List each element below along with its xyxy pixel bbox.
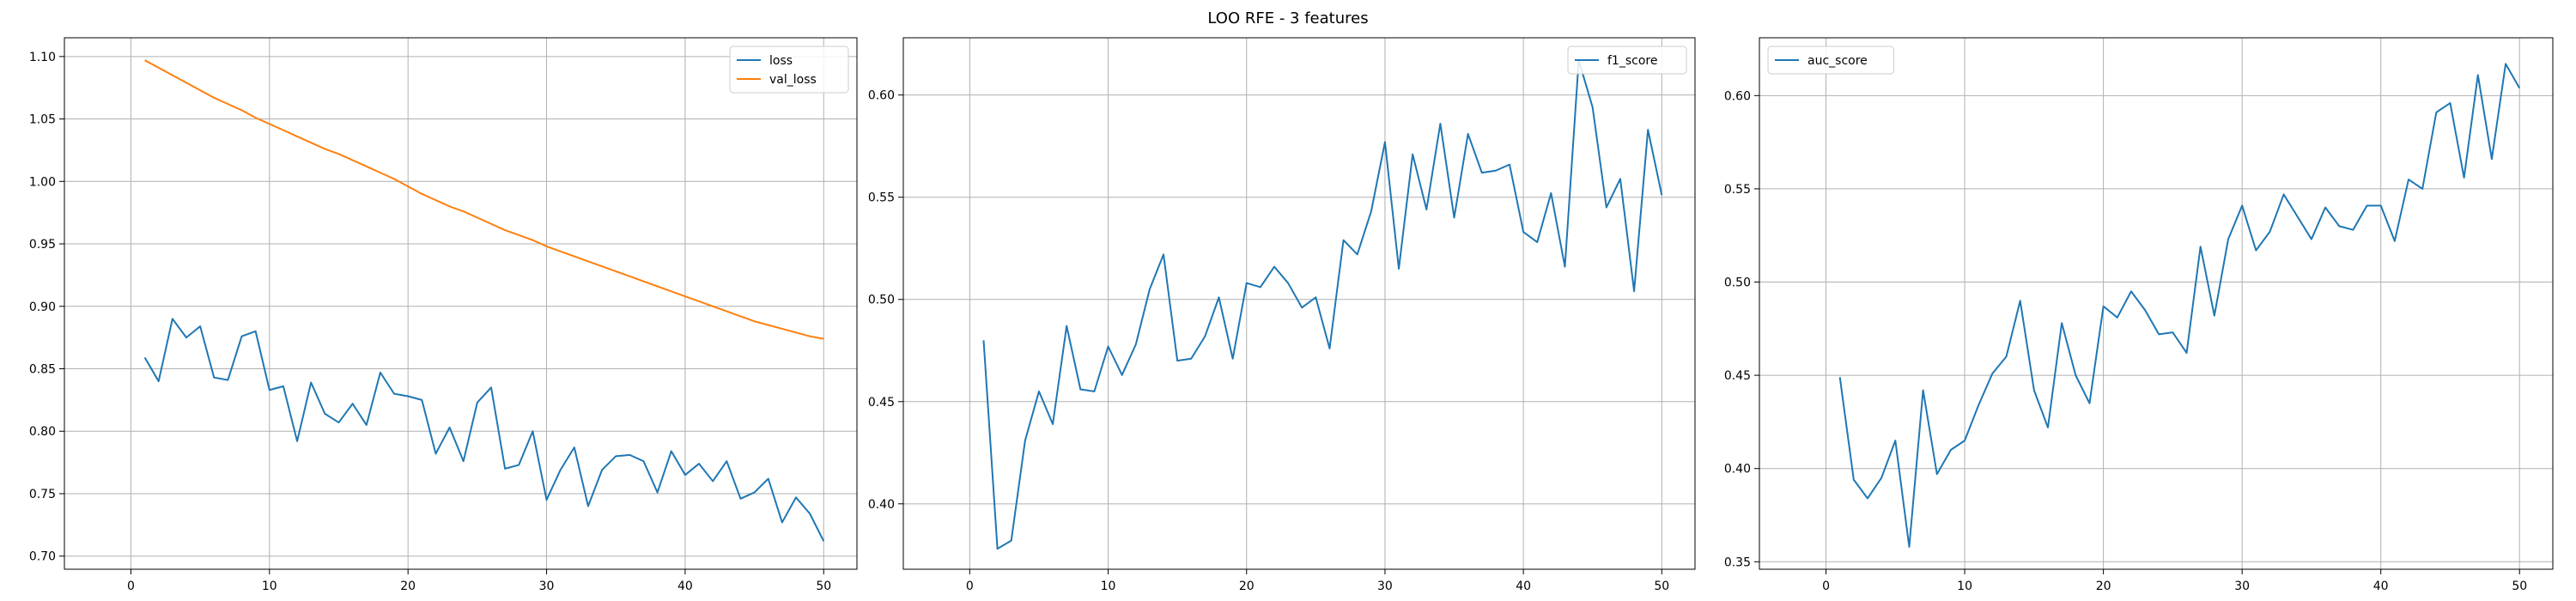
y-tick-label: 0.85: [29, 363, 56, 377]
x-tick-label: 10: [262, 580, 277, 593]
legend-box: [729, 46, 849, 94]
x-tick-label: 0: [1822, 580, 1830, 593]
x-tick-label: 0: [966, 580, 974, 593]
legend-box: [1767, 46, 1894, 75]
y-tick-label: 0.55: [868, 191, 895, 205]
legend: loss val_loss: [729, 46, 849, 94]
y-tick-label: 1.10: [29, 51, 56, 64]
y-tick-label: 0.35: [1724, 555, 1751, 569]
x-tick-label: 40: [677, 580, 693, 593]
x-tick-label: 40: [1516, 580, 1531, 593]
y-tick-label: 0.55: [1724, 183, 1751, 197]
figure-suptitle: LOO RFE - 3 features: [1207, 9, 1368, 27]
axes-frame: [1759, 37, 2554, 570]
chart-panel-2: 0 10 20 30 40 50 0.40 0.45 0.50 0.55 0.60 f1_score: [868, 37, 1696, 593]
y-tick-label: 0.75: [29, 488, 56, 501]
y-tick-label: 1.00: [29, 175, 56, 189]
x-tick-label: 10: [1957, 580, 1972, 593]
legend-label-f1_score: f1_score: [1607, 54, 1657, 68]
x-tick-label: 10: [1101, 580, 1116, 593]
panels: 0 10 20 30 40 50 0.70 0.75 0.80 0.85 0.90 0.95 1.00 1…: [29, 37, 2554, 593]
x-tick-label: 20: [1239, 580, 1255, 593]
legend: auc_score: [1767, 46, 1894, 75]
series-line-loss: [143, 318, 825, 542]
x-tick-label: 50: [1654, 580, 1669, 593]
series-line-val_loss: [144, 59, 824, 340]
chart-panel-3: 0 10 20 30 40 50 0.35 0.40 0.45 0.50 0.55 0.60 auc_s…: [1724, 37, 2554, 593]
legend: f1_score: [1567, 46, 1687, 75]
legend-label-loss: loss: [769, 54, 793, 68]
series-line-f1_score: [982, 59, 1663, 550]
y-tick-label: 0.40: [1724, 463, 1751, 477]
legend-label-auc_score: auc_score: [1807, 54, 1868, 68]
y-tick-label: 0.45: [868, 396, 895, 410]
y-tick-label: 0.40: [868, 498, 895, 512]
x-tick-label: 20: [2096, 580, 2111, 593]
x-tick-label: 30: [1377, 580, 1393, 593]
y-tick-label: 0.70: [29, 550, 56, 564]
y-tick-label: 0.60: [1724, 89, 1751, 103]
y-tick-label: 0.95: [29, 238, 56, 252]
y-tick-label: 0.50: [868, 294, 895, 307]
x-tick-label: 50: [816, 580, 831, 593]
y-tick-label: 0.80: [29, 425, 56, 439]
y-tick-label: 0.90: [29, 300, 56, 314]
legend-label-val_loss: val_loss: [769, 73, 817, 87]
axes-frame: [64, 37, 858, 570]
x-tick-label: 30: [2234, 580, 2250, 593]
x-tick-label: 0: [127, 580, 135, 593]
x-tick-label: 50: [2512, 580, 2527, 593]
axes-frame: [902, 37, 1696, 570]
y-tick-label: 0.50: [1724, 276, 1751, 290]
y-tick-label: 0.60: [868, 89, 895, 103]
series-line-auc_score: [1838, 63, 2521, 548]
y-tick-label: 1.05: [29, 113, 56, 127]
x-tick-label: 30: [539, 580, 555, 593]
chart-panel-1: 0 10 20 30 40 50 0.70 0.75 0.80 0.85 0.90 0.95 1.00 1…: [29, 37, 858, 593]
x-tick-label: 20: [400, 580, 416, 593]
y-tick-label: 0.45: [1724, 369, 1751, 383]
legend-box: [1567, 46, 1687, 75]
x-tick-label: 40: [2373, 580, 2389, 593]
